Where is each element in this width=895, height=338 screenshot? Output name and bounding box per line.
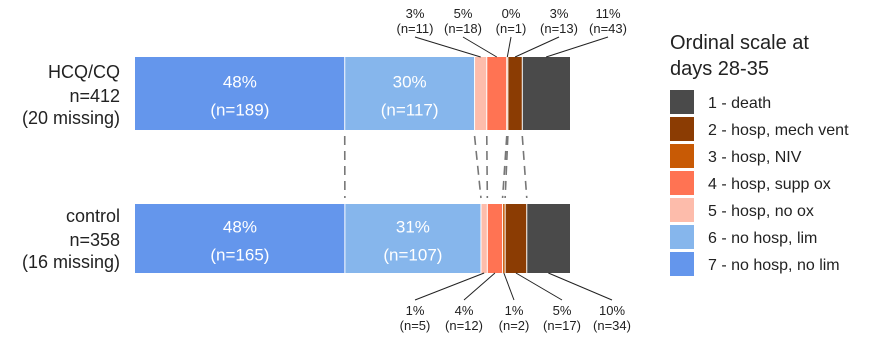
bar-segment <box>522 57 570 130</box>
segment-pct-label: 48% <box>223 73 257 92</box>
bar-segment <box>507 57 523 130</box>
small-pct-label: 1% <box>406 303 425 318</box>
legend-entry: 6 - no hosp, lim <box>708 230 817 247</box>
legend-entry: 5 - hosp, no ox <box>708 203 814 220</box>
label-leader-line <box>548 272 613 301</box>
small-n-label: (n=12) <box>445 318 483 333</box>
label-leader-line <box>503 272 515 301</box>
boundary-connector <box>485 135 489 199</box>
legend-swatch <box>670 225 694 249</box>
small-n-label: (n=1) <box>496 21 527 36</box>
small-pct-label: 5% <box>553 303 572 318</box>
row-label: control <box>66 206 120 226</box>
small-n-label: (n=43) <box>589 21 627 36</box>
label-leader-line <box>414 36 481 58</box>
boundary-connector <box>504 135 509 199</box>
legend-swatch <box>670 117 694 141</box>
bar-segment <box>526 204 570 273</box>
small-n-label: (n=2) <box>499 318 530 333</box>
legend-entry: 4 - hosp, supp ox <box>708 176 831 193</box>
segment-n-label: (n=165) <box>210 246 269 265</box>
legend-entry: 7 - no hosp, no lim <box>708 257 840 274</box>
small-pct-label: 4% <box>455 303 474 318</box>
label-leader-line <box>463 272 496 301</box>
legend-swatch <box>670 252 694 276</box>
label-leader-line <box>462 36 498 58</box>
small-n-label: (n=18) <box>444 21 482 36</box>
label-leader-line <box>545 36 609 58</box>
small-n-label: (n=17) <box>543 318 581 333</box>
row-label: n=358 <box>69 230 120 250</box>
bar-segment <box>344 57 475 130</box>
segment-n-label: (n=107) <box>383 246 442 265</box>
small-pct-label: 1% <box>505 303 524 318</box>
label-leader-line <box>414 272 485 301</box>
legend-entry: 3 - hosp, NIV <box>708 149 802 166</box>
segment-pct-label: 31% <box>396 218 430 237</box>
row-label: (20 missing) <box>22 108 120 128</box>
small-n-label: (n=11) <box>397 21 434 36</box>
legend-entry: 1 - death <box>708 95 771 112</box>
legend-swatch <box>670 198 694 222</box>
small-pct-label: 0% <box>502 6 521 21</box>
bar-segment <box>135 204 345 273</box>
bar-segment <box>506 57 508 130</box>
bar-segment <box>135 57 345 130</box>
small-pct-label: 11% <box>595 6 620 21</box>
row-label: n=412 <box>69 86 120 106</box>
label-leader-line <box>515 272 563 301</box>
small-pct-label: 3% <box>550 6 569 21</box>
legend-title: days 28-35 <box>670 58 769 80</box>
label-leader-line <box>506 36 512 58</box>
segment-n-label: (n=117) <box>381 101 439 120</box>
bar-segment <box>502 204 506 273</box>
label-leader-line <box>514 36 560 58</box>
legend-swatch <box>670 144 694 168</box>
segment-n-label: (n=189) <box>210 101 269 120</box>
legend-swatch <box>670 90 694 114</box>
bar-segment <box>474 57 487 130</box>
boundary-connector <box>521 135 528 199</box>
row-label: HCQ/CQ <box>48 62 120 82</box>
small-pct-label: 3% <box>406 6 425 21</box>
boundary-connector <box>501 135 508 199</box>
small-n-label: (n=13) <box>540 21 578 36</box>
bar-segment <box>344 204 481 273</box>
bar-segment <box>505 204 527 273</box>
legend-title: Ordinal scale at <box>670 32 809 54</box>
segment-pct-label: 48% <box>223 218 257 237</box>
small-pct-label: 5% <box>454 6 473 21</box>
small-pct-label: 10% <box>599 303 625 318</box>
boundary-connector <box>473 135 482 199</box>
bar-segment <box>486 57 507 130</box>
legend-swatch <box>670 171 694 195</box>
small-n-label: (n=34) <box>593 318 631 333</box>
bar-segment <box>480 204 488 273</box>
bar-segment <box>487 204 503 273</box>
row-label: (16 missing) <box>22 252 120 272</box>
segment-pct-label: 30% <box>393 73 427 92</box>
small-n-label: (n=5) <box>400 318 431 333</box>
legend-entry: 2 - hosp, mech vent <box>708 122 849 139</box>
